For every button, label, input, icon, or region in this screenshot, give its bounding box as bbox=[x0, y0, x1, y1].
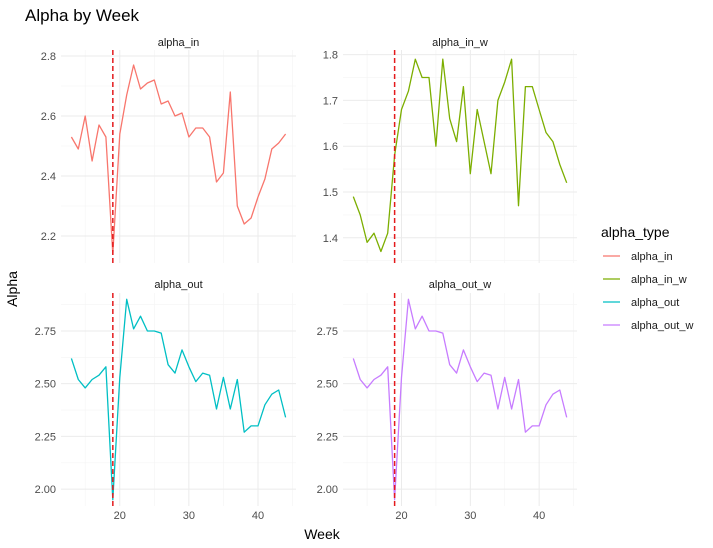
facet-alpha-out: alpha_out 2.00 2.25 2.50 2.75 20 30 40 bbox=[35, 279, 296, 522]
facet-alpha-out-w: alpha_out_w 2.00 2.25 2.50 2.75 20 30 40 bbox=[317, 279, 577, 522]
y-axis-title: Alpha bbox=[4, 271, 20, 307]
y-tick-label: 1.7 bbox=[323, 95, 338, 107]
y-tick-label: 1.6 bbox=[323, 141, 338, 153]
legend-item-alpha-in-w: alpha_in_w bbox=[603, 274, 687, 286]
y-tick-label: 2.75 bbox=[35, 326, 56, 338]
y-tick-label: 2.4 bbox=[41, 171, 56, 183]
y-tick-label: 2.6 bbox=[41, 111, 56, 123]
legend-label: alpha_out bbox=[631, 297, 679, 309]
facet-alpha-in-w: alpha_in_w 1.4 1.5 1.6 1.7 1.8 bbox=[323, 37, 577, 263]
y-tick-label: 2.25 bbox=[35, 431, 56, 443]
series-line-alpha-in bbox=[70, 64, 287, 255]
y-tick-label: 2.2 bbox=[41, 231, 56, 243]
facet-alpha-in: alpha_in 2.2 2.4 2.6 2.8 bbox=[41, 37, 296, 263]
y-tick-label: 2.75 bbox=[317, 326, 338, 338]
y-tick-label: 2.00 bbox=[35, 484, 56, 496]
series-line-alpha-out bbox=[70, 298, 287, 501]
x-tick-label: 20 bbox=[395, 510, 407, 522]
legend: alpha_type alpha_in alpha_in_w alpha_outal… bbox=[601, 224, 693, 332]
legend-label: alpha_in_w bbox=[631, 274, 687, 286]
x-axis-title: Week bbox=[304, 526, 341, 542]
facet-grid: alpha_in 2.2 2.4 2.6 2.8 alpha_in_w 1.4 1.5 1.6 1… bbox=[35, 37, 577, 522]
series-line-alpha-in-w bbox=[352, 58, 568, 253]
facet-strip-label: alpha_in bbox=[158, 37, 200, 49]
legend-label: alpha_in bbox=[631, 251, 673, 263]
facet-strip-label: alpha_out_w bbox=[429, 279, 491, 291]
y-tick-label: 2.50 bbox=[317, 379, 338, 391]
series-line-alpha-out-w bbox=[352, 298, 568, 501]
facet-strip-label: alpha_out bbox=[154, 279, 202, 291]
chart-title: Alpha by Week bbox=[25, 6, 140, 25]
y-tick-label: 2.50 bbox=[35, 379, 56, 391]
y-tick-label: 1.4 bbox=[323, 233, 338, 245]
legend-label: alpha_out_w bbox=[631, 320, 693, 332]
x-tick-label: 40 bbox=[533, 510, 545, 522]
legend-title: alpha_type bbox=[601, 224, 670, 240]
legend-item-alpha-out-w: alpha_out_w bbox=[603, 320, 693, 332]
y-tick-label: 1.8 bbox=[323, 50, 338, 62]
y-tick-label: 2.00 bbox=[317, 484, 338, 496]
legend-item-alpha-out: alpha_out bbox=[603, 297, 679, 309]
facet-strip-label: alpha_in_w bbox=[432, 37, 488, 49]
x-tick-label: 30 bbox=[183, 510, 195, 522]
x-tick-label: 40 bbox=[252, 510, 264, 522]
x-tick-label: 20 bbox=[114, 510, 126, 522]
y-tick-label: 2.25 bbox=[317, 431, 338, 443]
x-tick-label: 30 bbox=[464, 510, 476, 522]
legend-item-alpha-in: alpha_in bbox=[603, 251, 673, 263]
y-tick-label: 1.5 bbox=[323, 187, 338, 199]
y-tick-label: 2.8 bbox=[41, 51, 56, 63]
